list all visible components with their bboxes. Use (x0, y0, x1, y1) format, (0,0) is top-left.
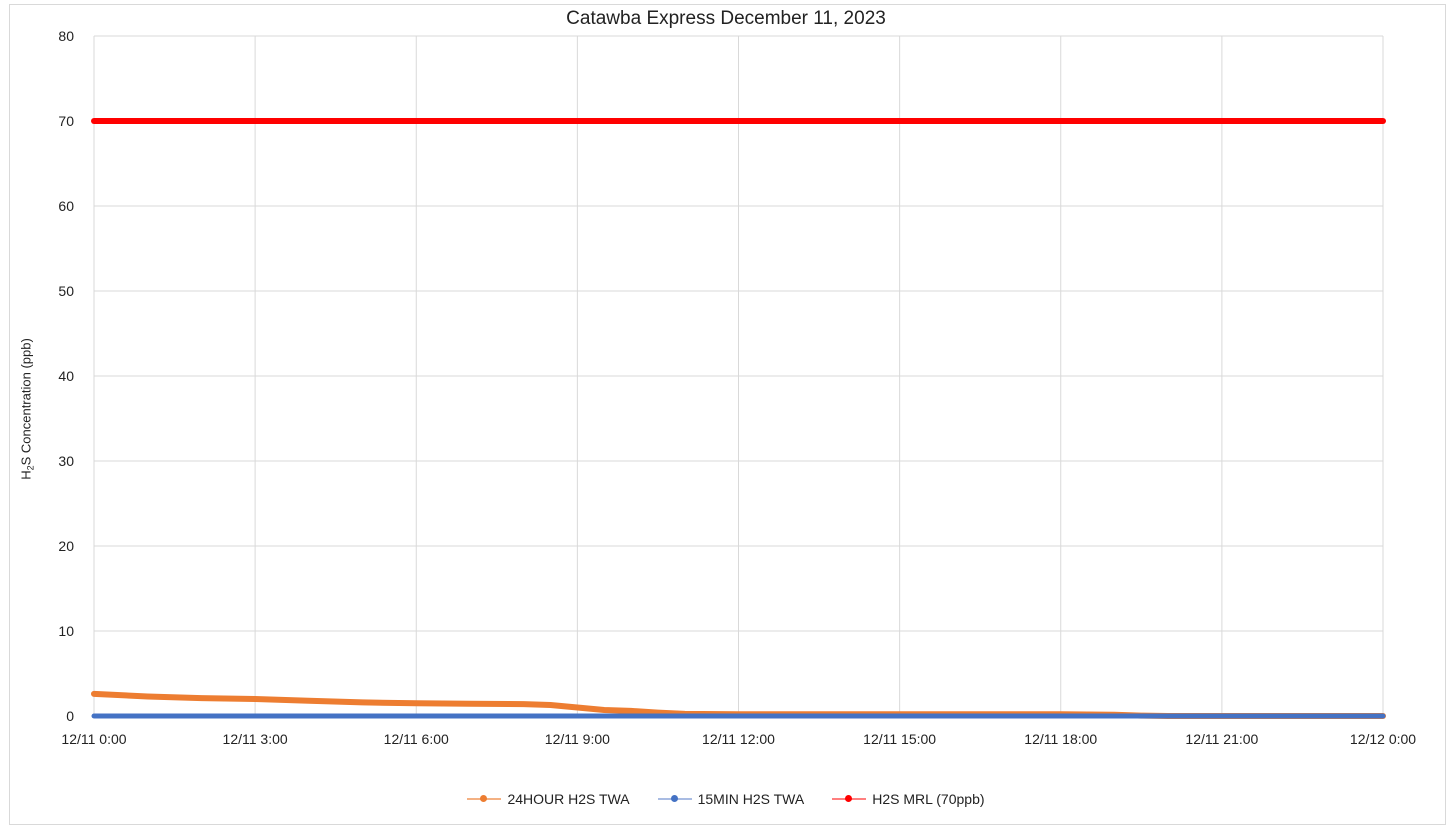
x-tick-label: 12/11 6:00 (384, 731, 449, 747)
legend-item-15min[interactable]: 15MIN H2S TWA (657, 791, 805, 807)
x-tick-label: 12/12 0:00 (1350, 731, 1416, 747)
x-tick-label: 12/11 12:00 (702, 731, 775, 747)
x-tick-label: 12/11 21:00 (1185, 731, 1258, 747)
x-ticks: 12/11 0:00 12/11 3:00 12/11 6:00 12/11 9:00… (61, 731, 1416, 747)
legend-label-24hour: 24HOUR H2S TWA (507, 791, 630, 807)
y-tick-label: 80 (58, 28, 74, 44)
legend-label-15min: 15MIN H2S TWA (697, 791, 805, 807)
legend: 24HOUR H2S TWA 15MIN H2S TWA H2S MRL (70… (0, 791, 1452, 807)
series-layer (91, 118, 1386, 719)
legend-label-mrl: H2S MRL (70ppb) (872, 791, 985, 807)
chart-frame (9, 4, 1446, 825)
x-tick-label: 12/11 9:00 (545, 731, 610, 747)
legend-swatch-24hour (467, 794, 502, 804)
y-tick-label: 70 (58, 113, 74, 129)
y-tick-label: 60 (58, 198, 74, 214)
legend-item-24hour[interactable]: 24HOUR H2S TWA (467, 791, 630, 807)
x-tick-label: 12/11 15:00 (863, 731, 936, 747)
x-tick-label: 12/11 3:00 (223, 731, 288, 747)
y-tick-label: 30 (58, 453, 74, 469)
y-tick-label: 20 (58, 538, 74, 554)
y-tick-label: 50 (58, 283, 74, 299)
x-tick-label: 12/11 0:00 (61, 731, 126, 747)
legend-swatch-15min (657, 794, 692, 804)
legend-swatch-mrl (832, 794, 867, 804)
grid (93, 35, 1384, 717)
y-tick-label: 10 (58, 623, 74, 639)
x-tick-label: 12/11 18:00 (1024, 731, 1097, 747)
legend-item-mrl[interactable]: H2S MRL (70ppb) (832, 791, 985, 807)
y-tick-label: 40 (58, 368, 74, 384)
y-tick-label: 0 (66, 708, 74, 724)
y-ticks: 0 10 20 30 40 50 60 70 80 (58, 28, 74, 724)
chart-title: Catawba Express December 11, 2023 (566, 8, 886, 29)
